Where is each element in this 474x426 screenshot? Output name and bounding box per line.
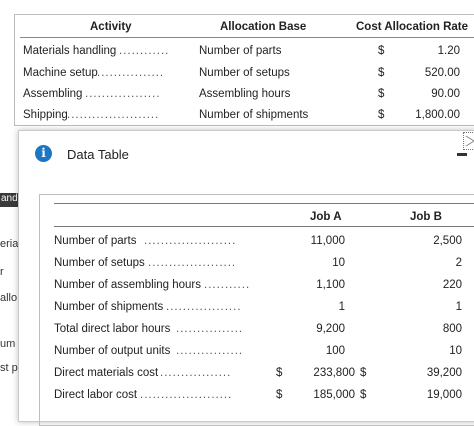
- allocation-base-header: Allocation Base: [220, 21, 307, 33]
- table-row: Direct materials cost ................. …: [40, 367, 474, 389]
- info-icon: i: [35, 145, 52, 162]
- table-row: Total direct labor hours ...............…: [40, 323, 474, 345]
- allocation-row: Materials handling ............ Number o…: [15, 45, 474, 65]
- row-label: Number of parts: [54, 235, 137, 247]
- activity-header: Activity: [90, 21, 132, 33]
- row-label: Direct materials cost: [54, 367, 159, 379]
- row-label: Number of shipments: [54, 301, 164, 313]
- job-a-value: 11,000: [310, 235, 345, 247]
- job-b-value: 800: [442, 323, 462, 335]
- table-row: Number of output units ................ …: [40, 345, 474, 367]
- leader-dots: ...........: [204, 279, 251, 291]
- activity-cell: Machine setup: [23, 67, 98, 79]
- leader-dots: .....................: [148, 257, 237, 269]
- job-a-header: Job A: [310, 211, 342, 223]
- leader-dots: ......................: [140, 389, 233, 401]
- table-header-rule: [54, 226, 474, 227]
- table-row: Number of parts ...................... 1…: [40, 235, 474, 257]
- job-a-currency: $: [276, 367, 283, 379]
- allocation-table: Activity Allocation Base Cost Allocation…: [14, 14, 474, 126]
- table-row: Number of shipments .................. 1…: [40, 301, 474, 323]
- job-a-value: 9,200: [316, 323, 345, 335]
- sliver-text: eria: [0, 238, 18, 250]
- close-icon[interactable]: [463, 132, 474, 150]
- table-top-rule: [54, 203, 474, 204]
- currency-cell: $: [378, 67, 385, 79]
- job-b-value: 10: [449, 345, 462, 357]
- sliver-text: r: [0, 266, 4, 278]
- row-label: Number of setups: [54, 257, 145, 269]
- leader-dots: ..................: [85, 88, 161, 100]
- activity-cell: Materials handling: [23, 45, 117, 57]
- leader-dots: ................: [176, 323, 244, 335]
- job-a-value: 185,000: [313, 389, 355, 401]
- base-cell: Assembling hours: [199, 88, 291, 100]
- base-cell: Number of parts: [199, 45, 282, 57]
- base-cell: Number of shipments: [199, 109, 309, 121]
- currency-cell: $: [378, 88, 385, 100]
- allocation-row: Machine setup ................ Number of…: [15, 67, 474, 87]
- job-b-value: 19,000: [426, 389, 462, 401]
- job-a-currency: $: [276, 389, 283, 401]
- job-b-value: 39,200: [426, 367, 462, 379]
- allocation-row: Shipping ...................... Number o…: [15, 109, 474, 129]
- rate-cell: 520.00: [424, 67, 460, 79]
- activity-cell: Shipping: [23, 109, 68, 121]
- job-a-value: 100: [325, 345, 345, 357]
- currency-cell: $: [378, 45, 385, 57]
- job-b-currency: $: [360, 367, 367, 379]
- job-b-currency: $: [360, 389, 367, 401]
- rate-cell: 90.00: [431, 88, 460, 100]
- job-b-value: 1: [455, 301, 462, 313]
- header-divider: [20, 37, 474, 38]
- data-table-dialog: i Data Table Job A Job B Number of parts…: [18, 130, 474, 426]
- sliver-text: allo: [0, 292, 18, 304]
- row-label: Total direct labor hours: [54, 323, 171, 335]
- currency-cell: $: [378, 109, 385, 121]
- row-label: Direct labor cost: [54, 389, 138, 401]
- dialog-header: i Data Table: [19, 131, 474, 179]
- sliver-header: and: [0, 193, 18, 207]
- rate-cell: 1,800.00: [415, 109, 460, 121]
- minimize-icon[interactable]: [457, 153, 467, 156]
- job-b-value: 2: [455, 257, 462, 269]
- row-label: Number of assembling hours: [54, 279, 202, 291]
- job-b-header: Job B: [410, 211, 442, 223]
- table-row: Number of setups ..................... 1…: [40, 257, 474, 279]
- sliver-text: um: [0, 338, 16, 350]
- leader-dots: ......................: [144, 235, 237, 247]
- leader-dots: ............: [119, 45, 170, 57]
- row-label: Number of output units: [54, 345, 171, 357]
- rate-cell: 1.20: [437, 45, 460, 57]
- activity-cell: Assembling: [23, 88, 83, 100]
- dialog-title: Data Table: [67, 147, 129, 162]
- leader-dots: ..................: [166, 301, 242, 313]
- data-table: Job A Job B Number of parts ............…: [39, 194, 474, 426]
- leader-dots: ................: [97, 67, 165, 79]
- table-row: Direct labor cost ......................…: [40, 389, 474, 411]
- leader-dots: ................: [176, 345, 244, 357]
- table-row: Number of assembling hours ........... 1…: [40, 279, 474, 301]
- leader-dots: ......................: [67, 109, 160, 121]
- rate-header: Cost Allocation Rate: [356, 21, 469, 33]
- sliver-text: st p: [0, 362, 18, 374]
- base-cell: Number of setups: [199, 67, 290, 79]
- job-b-value: 2,500: [433, 235, 462, 247]
- leader-dots: .................: [160, 367, 232, 379]
- allocation-row: Assembling .................. Assembling…: [15, 88, 474, 108]
- job-b-value: 220: [442, 279, 462, 291]
- background-page-sliver: and eria r allo um st p: [0, 186, 18, 406]
- job-a-value: 1,100: [316, 279, 345, 291]
- job-a-value: 10: [332, 257, 345, 269]
- job-a-value: 233,800: [313, 367, 355, 379]
- job-a-value: 1: [338, 301, 345, 313]
